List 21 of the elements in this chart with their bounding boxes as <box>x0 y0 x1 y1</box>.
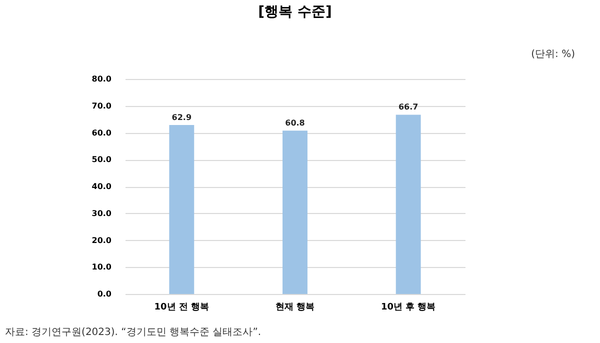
y-tick-label: 70.0 <box>92 101 112 110</box>
y-tick-label: 50.0 <box>92 155 112 164</box>
y-tick-label: 60.0 <box>92 128 112 138</box>
data-label: 66.7 <box>398 102 418 112</box>
bar <box>169 124 194 294</box>
text: (단위: %) <box>531 49 576 60</box>
y-tick-label: 30.0 <box>92 208 112 218</box>
chart-title: [행복 수준] <box>258 4 332 20</box>
y-tick-label: 20.0 <box>92 236 112 245</box>
x-tick-label: 10년 전 행복 <box>154 302 210 312</box>
y-tick-label: 40.0 <box>92 182 112 191</box>
y-tick-label: 10.0 <box>92 262 112 272</box>
data-label: 62.9 <box>172 112 192 122</box>
y-tick-label: 80.0 <box>92 74 112 84</box>
x-tick-label: 10년 후 행복 <box>380 302 436 312</box>
bar <box>396 114 421 294</box>
bar <box>282 130 308 294</box>
text: 자료: 경기연구원(2023). “경기도민 행복수준 실태조사”. <box>5 327 262 338</box>
y-tick-label: 0.0 <box>97 290 112 298</box>
data-label: 60.8 <box>285 118 306 128</box>
x-tick-label: 현재 행복 <box>275 302 315 312</box>
